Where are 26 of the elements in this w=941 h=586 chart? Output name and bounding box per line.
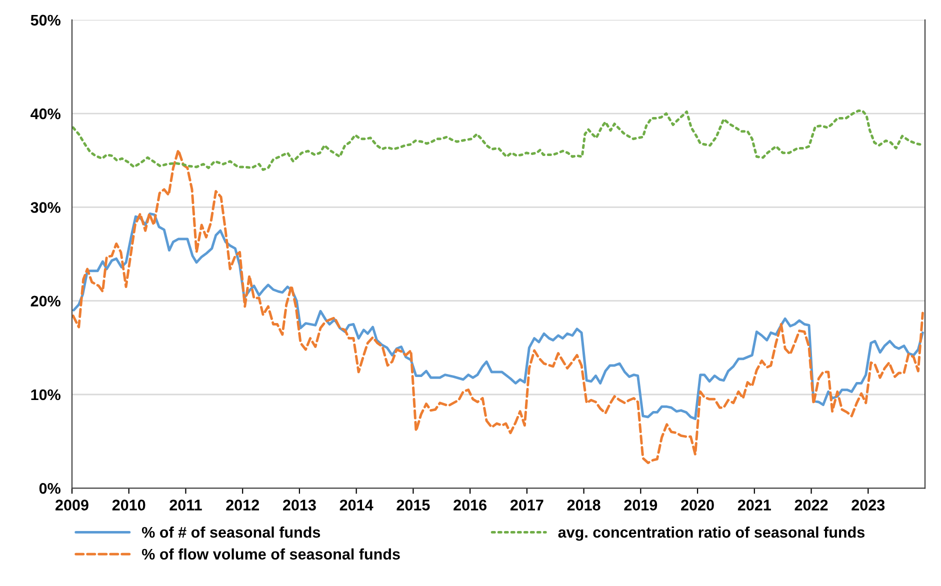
x-tick-label: 2021: [738, 500, 771, 510]
x-tick-label: 2013: [282, 500, 316, 510]
y-tick-label: 30%: [30, 202, 60, 213]
y-tick-label: 40%: [30, 108, 60, 120]
x-tick-label: 2023: [852, 500, 885, 510]
x-tick-label: 2017: [510, 500, 544, 510]
x-tick-label: 2010: [112, 500, 146, 510]
x-tick-label: 2015: [396, 500, 430, 510]
x-tick-label: 2020: [681, 500, 714, 510]
x-tick-label: 2012: [226, 500, 259, 510]
x-tick-label: 2016: [454, 500, 487, 510]
legend-label: % of flow volume of seasonal funds: [142, 548, 400, 560]
y-tick-label: 20%: [30, 296, 60, 307]
y-tick-label: 50%: [30, 14, 60, 26]
x-tick-label: 2009: [56, 500, 88, 510]
x-tick-label: 2022: [794, 500, 828, 510]
legend-label: avg. concentration ratio of seasonal funds: [558, 526, 865, 541]
line-series: [72, 148, 924, 464]
x-tick-label: 2011: [170, 500, 202, 510]
x-tick-label: 2014: [340, 500, 374, 510]
line-series: [72, 110, 922, 171]
x-tick-label: 2019: [624, 500, 658, 510]
y-tick-label: 0%: [39, 483, 60, 494]
y-tick-label: 10%: [31, 389, 60, 400]
legend-label: % of # of seasonal funds: [142, 526, 320, 538]
x-tick-label: 2018: [567, 500, 600, 510]
